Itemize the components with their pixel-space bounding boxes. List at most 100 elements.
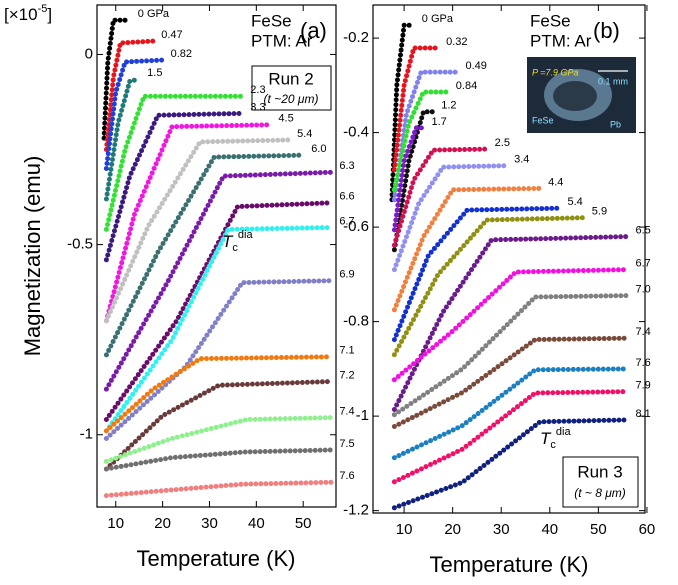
series-label: 5.4 bbox=[297, 128, 312, 140]
x-tick-label: 10 bbox=[107, 515, 124, 532]
series-label: 0.82 bbox=[171, 48, 192, 60]
y-tick-label: -1 bbox=[356, 407, 369, 424]
data-curve bbox=[391, 185, 543, 313]
inset-pressure: P =7.9 GPa bbox=[532, 67, 578, 77]
x-tick-label: 40 bbox=[248, 515, 265, 532]
series-label: 7.6 bbox=[339, 470, 354, 482]
data-curve bbox=[391, 205, 562, 343]
data-curve bbox=[103, 354, 334, 434]
series-label: 0 GPa bbox=[138, 8, 170, 20]
x-tick-label: 50 bbox=[295, 515, 312, 532]
tc-symbol: T bbox=[222, 232, 234, 251]
data-curve bbox=[103, 200, 334, 422]
data-curve bbox=[103, 479, 334, 499]
series-label: 7.4 bbox=[339, 406, 354, 418]
x-tick-label: 60 bbox=[639, 521, 656, 538]
photo-sample bbox=[553, 81, 597, 111]
series-label: 3.4 bbox=[514, 154, 529, 166]
data-curve bbox=[103, 137, 292, 324]
data-curve bbox=[391, 89, 451, 193]
data-curve bbox=[103, 38, 156, 152]
series-label: 6.7 bbox=[636, 258, 651, 270]
data-curve bbox=[103, 93, 245, 232]
series-label: 1.7 bbox=[432, 116, 447, 128]
y-tick-label: 0 bbox=[85, 45, 93, 62]
series-label: 6.9 bbox=[339, 269, 354, 281]
data-curve bbox=[391, 335, 630, 429]
y-axis-title: Magnetization (emu) bbox=[20, 156, 45, 357]
tc-sup: dia bbox=[238, 229, 254, 241]
series-label: 4.4 bbox=[548, 176, 563, 188]
curves bbox=[101, 17, 630, 511]
run-box bbox=[562, 456, 639, 508]
series-label: 7.9 bbox=[636, 379, 651, 391]
sample-label: FeSe bbox=[251, 11, 292, 30]
series-label: 7.4 bbox=[636, 326, 651, 338]
inset-photo: P =7.9 GPa 0.1 mm FeSe Pb bbox=[527, 57, 636, 133]
data-curve bbox=[391, 109, 436, 253]
data-curve bbox=[391, 215, 587, 358]
panel-label: (a) bbox=[300, 18, 327, 43]
series-label: 2.5 bbox=[495, 137, 510, 149]
y-tick-label: -1.2 bbox=[343, 502, 369, 519]
data-curve bbox=[103, 447, 334, 472]
tc-label: Tcdia bbox=[540, 426, 571, 451]
tc-label: Tcdia bbox=[222, 229, 253, 254]
x-tick-label: 40 bbox=[541, 521, 558, 538]
sample-label: FeSe bbox=[530, 11, 571, 30]
x-tick-label: 50 bbox=[590, 521, 607, 538]
scale-text: [×10 bbox=[4, 5, 38, 24]
y-tick-label: -0.8 bbox=[343, 313, 369, 330]
data-curve bbox=[101, 17, 133, 141]
plot-frame bbox=[372, 4, 646, 514]
data-curve bbox=[103, 110, 245, 263]
data-curve bbox=[103, 225, 334, 434]
thickness-label: (t ~20 μm) bbox=[264, 92, 319, 106]
scale-exp: -5 bbox=[38, 3, 48, 15]
series-label: 5.4 bbox=[568, 196, 583, 208]
series-label: 0.84 bbox=[456, 80, 477, 92]
inset-ref: Pb bbox=[610, 119, 621, 129]
data-curve bbox=[391, 163, 509, 273]
series-label: 7.5 bbox=[339, 438, 354, 450]
data-curve bbox=[391, 267, 630, 383]
series-label: 7.6 bbox=[636, 357, 651, 369]
series-label: 1.5 bbox=[147, 67, 162, 79]
data-curve bbox=[103, 152, 306, 358]
data-curve bbox=[391, 293, 630, 418]
y-tick-label: -0.5 bbox=[67, 236, 93, 253]
series-label: 7.2 bbox=[339, 369, 354, 381]
data-curve bbox=[391, 125, 426, 233]
series-label: 8.1 bbox=[636, 408, 651, 420]
data-curve bbox=[391, 389, 630, 485]
run-box bbox=[251, 65, 332, 111]
run-label: Run 3 bbox=[577, 462, 622, 481]
data-curve bbox=[103, 169, 334, 392]
series-label: 6.0 bbox=[311, 143, 326, 155]
series-label: 4.5 bbox=[278, 113, 293, 125]
data-curve bbox=[391, 417, 630, 511]
tc-sup: dia bbox=[556, 426, 572, 438]
series-label: 7.1 bbox=[339, 345, 354, 357]
y-tick-label: -0.6 bbox=[343, 218, 369, 235]
x-axis-title: Temperature (K) bbox=[430, 552, 589, 577]
series-label: 6.5 bbox=[636, 224, 651, 236]
scale-close: ] bbox=[47, 5, 52, 24]
data-curve bbox=[391, 146, 490, 248]
series-label: 0.32 bbox=[446, 36, 467, 48]
series-label: 5.9 bbox=[592, 206, 607, 218]
series-label: 3.3 bbox=[250, 101, 265, 113]
x-tick-label: 30 bbox=[201, 515, 218, 532]
series-label: 2.3 bbox=[250, 84, 265, 96]
series-label: 6.3 bbox=[339, 160, 354, 172]
y-tick-label: -1 bbox=[80, 426, 93, 443]
series-label: 1.2 bbox=[441, 100, 456, 112]
x-tick-label: 30 bbox=[493, 521, 510, 538]
inset-sample: FeSe bbox=[532, 115, 554, 125]
data-curve bbox=[103, 278, 334, 441]
scale-label: [×10-5] bbox=[4, 3, 52, 25]
data-curve bbox=[389, 22, 417, 203]
run-label: Run 2 bbox=[268, 69, 313, 88]
series-label: 6.6 bbox=[339, 191, 354, 203]
